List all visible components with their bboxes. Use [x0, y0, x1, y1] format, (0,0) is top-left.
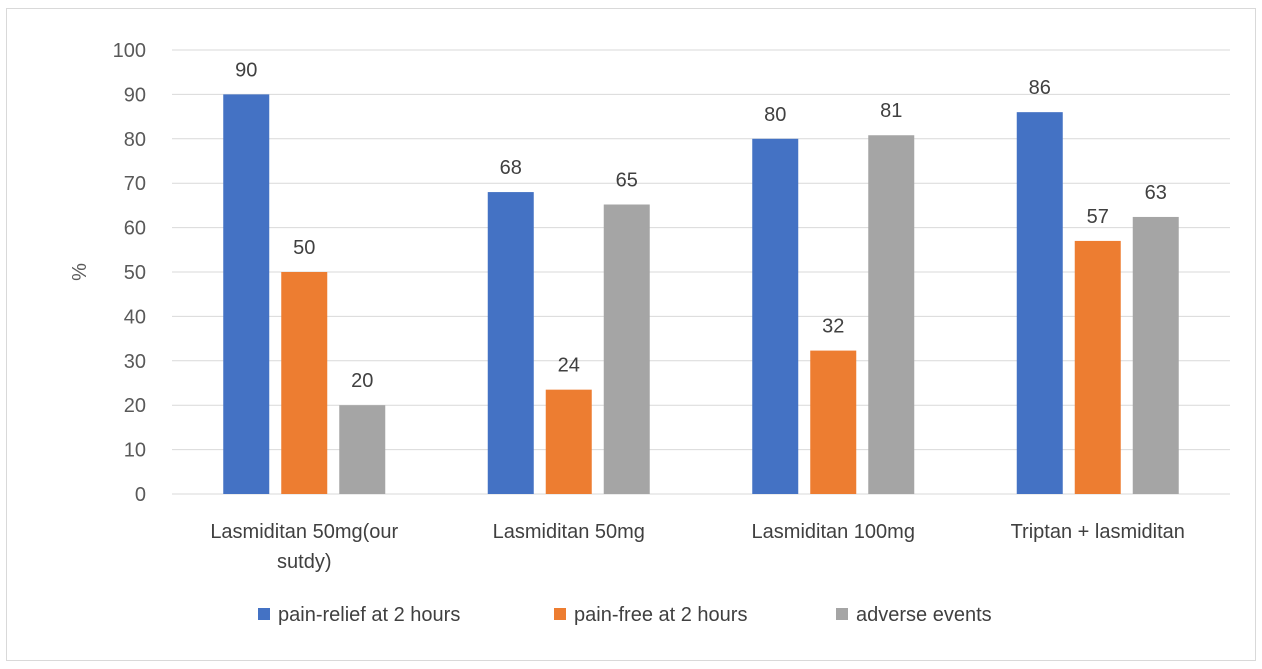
category-label: Lasmiditan 100mg: [752, 521, 915, 543]
bar: [1016, 112, 1063, 494]
data-label: 81: [880, 100, 902, 122]
legend-label: pain-free at 2 hours: [574, 604, 747, 626]
bar: [545, 389, 592, 494]
category-labels: Lasmiditan 50mg(our sutdy) Lasmiditan 50mg…: [210, 521, 1185, 573]
data-label: 86: [1029, 77, 1051, 99]
data-labels: 90 50 20 68 24 65 80 32 81 86 57 63: [235, 59, 1167, 392]
y-tick-label: 30: [124, 351, 146, 373]
legend-swatch: [258, 608, 270, 620]
y-tick-label: 40: [124, 306, 146, 328]
data-label: 50: [293, 237, 315, 259]
bar: [810, 350, 857, 494]
y-tick-label: 100: [113, 40, 146, 62]
y-axis-ticks: 0 10 20 30 40 50 60 70 80 90 100: [113, 40, 146, 506]
legend-label: pain-relief at 2 hours: [278, 604, 460, 626]
bar: [1132, 216, 1179, 494]
data-label: 80: [764, 104, 786, 126]
bar: [223, 94, 270, 495]
y-tick-label: 70: [124, 173, 146, 195]
bar: [487, 192, 534, 494]
data-label: 63: [1145, 182, 1167, 204]
legend-label: adverse events: [856, 604, 992, 626]
data-label: 68: [500, 157, 522, 179]
legend-swatch: [836, 608, 848, 620]
category-label: Lasmiditan 50mg(our: [210, 521, 398, 543]
y-tick-label: 10: [124, 440, 146, 462]
legend: pain-relief at 2 hours pain-free at 2 hou…: [258, 604, 992, 626]
data-label: 32: [822, 316, 844, 338]
category-label: Triptan + lasmiditan: [1011, 521, 1185, 543]
bar: [281, 272, 328, 494]
bar: [339, 405, 386, 494]
y-tick-label: 0: [135, 484, 146, 506]
bar: [752, 138, 799, 495]
y-tick-label: 20: [124, 395, 146, 417]
legend-swatch: [554, 608, 566, 620]
data-label: 65: [616, 170, 638, 192]
category-label: Lasmiditan 50mg: [493, 521, 645, 543]
data-label: 57: [1087, 206, 1109, 228]
bar: [603, 204, 650, 494]
y-axis-title: %: [69, 263, 91, 281]
category-label: sutdy): [277, 551, 331, 573]
bar: [868, 135, 915, 495]
data-label: 90: [235, 59, 257, 81]
y-tick-label: 80: [124, 129, 146, 151]
gridlines: [172, 49, 1230, 495]
y-tick-label: 60: [124, 218, 146, 240]
y-tick-label: 90: [124, 84, 146, 106]
data-label: 20: [351, 370, 373, 392]
y-tick-label: 50: [124, 262, 146, 284]
bar: [1074, 240, 1121, 494]
bars: [223, 94, 1179, 495]
data-label: 24: [558, 355, 580, 377]
